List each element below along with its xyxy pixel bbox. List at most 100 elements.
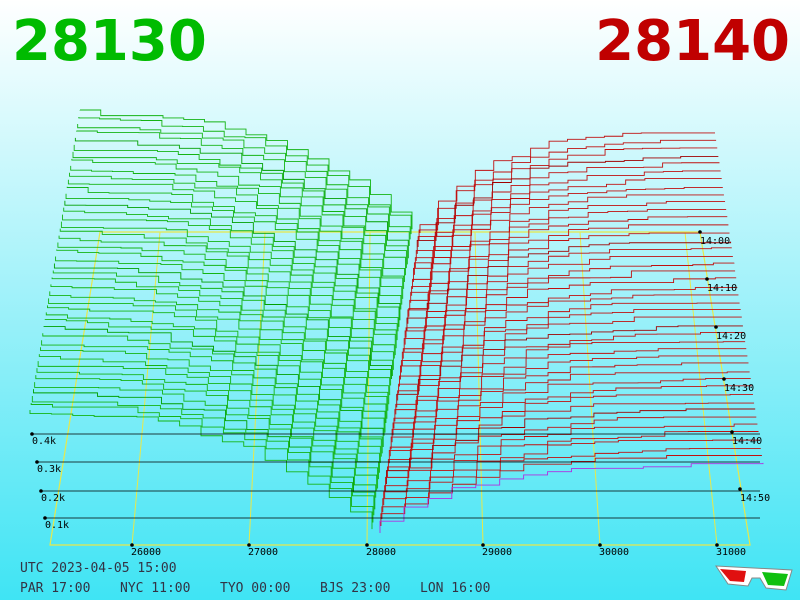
ask-depth-line xyxy=(395,332,745,415)
bid-depth-line xyxy=(44,318,385,436)
city-clock: BJS 23:00 xyxy=(320,581,390,596)
tick-dot xyxy=(598,543,602,547)
ask-depth-line xyxy=(383,431,759,506)
city-clock: TYO 00:00 xyxy=(220,581,290,596)
tick-dot xyxy=(730,430,734,434)
price-tick-label: 27000 xyxy=(248,547,278,558)
glasses-icon[interactable] xyxy=(715,565,793,591)
depth-tick-label: 0.3k xyxy=(37,464,61,475)
bid-depth-line xyxy=(76,130,410,246)
bid-depth-line xyxy=(48,298,388,419)
bid-depth-line xyxy=(66,186,403,305)
bid-depth-line xyxy=(38,354,380,473)
bid-depth-line xyxy=(56,249,394,370)
bid-depth-line xyxy=(49,291,389,411)
ask-depth-line xyxy=(405,247,732,338)
bid-depth-line xyxy=(79,109,413,230)
ask-depth-line xyxy=(403,262,735,352)
bid-depth-line xyxy=(41,340,382,457)
tick-dot xyxy=(130,543,134,547)
bid-depth-line xyxy=(55,256,393,376)
bid-depth-line xyxy=(78,116,412,235)
ask-depth-line xyxy=(389,377,751,457)
time-tick-label: 14:20 xyxy=(716,331,746,342)
price-grid-line xyxy=(684,231,718,546)
time-tick-label: 14:50 xyxy=(740,493,770,504)
ask-depth-line xyxy=(393,348,747,429)
bid-depth-line xyxy=(46,305,387,424)
ask-depth-line xyxy=(416,155,719,254)
tick-dot xyxy=(705,277,709,281)
bid-depth-line xyxy=(72,151,407,269)
bid-depth-line xyxy=(60,221,398,341)
utc-time: UTC 2023-04-05 15:00 xyxy=(20,561,177,576)
ask-depth-line xyxy=(392,355,748,436)
bid-depth-line xyxy=(29,410,373,530)
tick-dot xyxy=(698,230,702,234)
depth-tick-label: 0.4k xyxy=(32,436,56,447)
ask-depth-line xyxy=(413,178,722,275)
tick-dot xyxy=(715,543,719,547)
ask-depth-line xyxy=(413,186,723,282)
depth-tick-label: 0.1k xyxy=(45,520,69,531)
bid-depth-line xyxy=(37,361,379,480)
bid-depth-line xyxy=(51,277,391,396)
bid-depth-line xyxy=(67,179,404,299)
ask-depth-line xyxy=(418,139,717,240)
ask-depth-line xyxy=(417,147,718,247)
ask-depth-line xyxy=(394,341,746,422)
bid-depth-line xyxy=(52,270,392,386)
bid-depth-line xyxy=(30,403,374,523)
bid-depth-line xyxy=(35,375,378,491)
bid-depth-line xyxy=(74,137,409,259)
ask-depth-line xyxy=(382,439,760,513)
bid-depth-line xyxy=(36,368,379,489)
ask-depth-line xyxy=(391,362,749,443)
ask-depth-line xyxy=(400,294,739,380)
bid-depth-line xyxy=(64,200,401,321)
ask-depth-line xyxy=(397,316,742,401)
price-grid-line xyxy=(366,231,371,546)
ask-depth-line xyxy=(401,277,737,366)
ask-depth-line xyxy=(404,255,733,345)
ask-depth-line xyxy=(410,209,727,303)
ask-depth-line xyxy=(387,394,753,471)
bid-price: 28130 xyxy=(12,9,207,74)
tick-dot xyxy=(35,460,39,464)
city-clock: NYC 11:00 xyxy=(120,581,190,596)
bid-depth-line xyxy=(31,396,375,516)
bid-depth-line xyxy=(34,382,377,498)
ask-depth-line xyxy=(412,194,724,289)
bid-depth-line xyxy=(70,165,406,283)
time-tick-label: 14:30 xyxy=(724,383,754,394)
ask-depth-line xyxy=(402,270,736,359)
bid-depth-line xyxy=(62,214,399,332)
price-tick-label: 29000 xyxy=(482,547,512,558)
bid-depth-line xyxy=(45,312,386,433)
price-grid-line xyxy=(248,231,266,546)
tick-dot xyxy=(481,543,485,547)
ask-depth-line xyxy=(414,170,721,268)
bid-depth-line xyxy=(58,235,396,356)
bid-depth-line xyxy=(71,158,406,276)
ask-depth-line xyxy=(388,385,752,464)
ask-depth-line xyxy=(400,287,738,373)
bid-depth-line xyxy=(42,333,383,454)
bid-depth-line xyxy=(53,263,392,380)
tick-dot xyxy=(39,489,43,493)
tick-dot xyxy=(722,377,726,381)
ask-depth-line xyxy=(386,402,755,478)
labels: 26000 27000 28000 29000 30000 31000 0.4k 0.3k 0.… xyxy=(30,230,770,558)
ask-depth-line xyxy=(385,416,757,492)
ask-depth-line xyxy=(408,224,729,317)
price-tick-label: 28000 xyxy=(366,547,396,558)
bid-depth-line xyxy=(57,242,395,359)
ask-price: 28140 xyxy=(595,9,790,74)
ask-depth-line xyxy=(390,371,750,450)
tick-dot xyxy=(738,487,742,491)
bid-depth-line xyxy=(63,207,400,327)
price-tick-label: 30000 xyxy=(599,547,629,558)
ask-depth-line xyxy=(407,232,730,324)
